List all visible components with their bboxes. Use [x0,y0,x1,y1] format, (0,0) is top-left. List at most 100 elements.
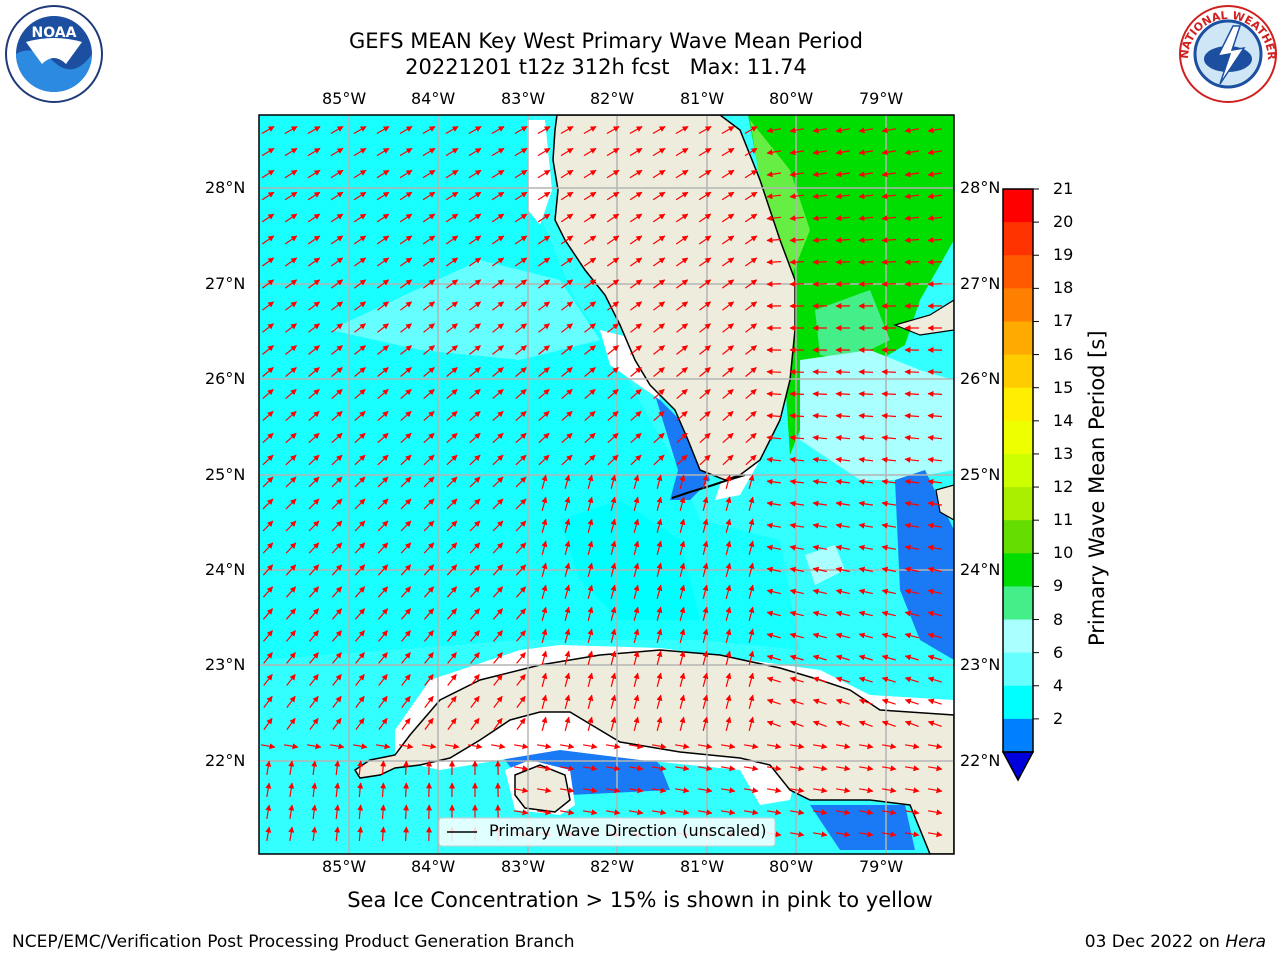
wave-arrow [493,652,503,664]
colorbar-tick-label: 18 [1053,278,1074,298]
wave-arrow [469,476,481,488]
wave-arrow [559,787,575,794]
wave-arrow [927,588,942,595]
wave-arrow [331,586,343,598]
wave-arrow [377,454,389,466]
colorbar-swatch [1003,685,1033,720]
wave-arrow [858,787,874,794]
wave-arrow [927,368,943,375]
wave-arrow [541,562,548,577]
wave-arrow [725,518,732,533]
wave-arrow [699,388,711,400]
wave-arrow [446,301,459,311]
wave-arrow [679,628,686,643]
wave-arrow [587,672,594,687]
wave-arrow [651,809,667,816]
wave-arrow [377,323,389,333]
wave-arrow [261,213,275,223]
wave-arrow [927,765,943,772]
wave-arrow [722,454,734,466]
wave-arrow [904,610,919,617]
wave-arrow [610,606,617,621]
wave-arrow [904,456,920,463]
colorbar-swatch [1003,354,1033,389]
wave-arrow [881,259,897,266]
wave-arrow [927,478,942,485]
wave-arrow [538,388,550,400]
wave-arrow [332,695,342,708]
wave-arrow [698,279,712,289]
wave-arrow [329,743,345,750]
wave-arrow [610,584,617,599]
wave-arrow [447,717,457,730]
wave-arrow [538,432,550,444]
wave-arrow [789,610,804,617]
wave-arrow [652,169,666,179]
wave-arrow [881,193,897,200]
colorbar-swatch [1003,619,1033,654]
wave-arrow [515,608,527,620]
wave-arrow [789,478,804,485]
wave-arrow [927,676,942,683]
wave-arrow [656,540,663,555]
wave-arrow [675,257,689,267]
wave-arrow [516,652,526,664]
wave-arrow [789,787,805,794]
wave-arrow [560,125,574,135]
colorbar-tick-label: 13 [1053,443,1074,463]
svg-text:NOAA: NOAA [32,25,77,41]
wave-arrow [745,454,757,466]
wave-arrow [468,147,482,157]
wave-arrow [261,279,275,289]
wave-arrow [424,674,434,686]
wave-arrow [676,345,688,355]
wave-arrow [331,367,343,377]
wave-arrow [288,782,295,797]
wave-arrow [679,584,686,599]
wave-arrow [676,367,688,377]
lon-label-bottom: 82°W [590,857,635,876]
wave-arrow [285,410,297,422]
wave-arrow [881,368,897,375]
wave-arrow [491,147,505,157]
wave-arrow [652,235,666,245]
wave-arrow [311,804,318,819]
wave-arrow [835,368,851,375]
wave-arrow [698,147,712,157]
wave-arrow [720,809,736,816]
wave-arrow [676,454,688,466]
wave-arrow [858,765,874,772]
wave-arrow [309,674,319,686]
wave-arrow [308,388,320,400]
wave-arrow [858,412,874,419]
wave-arrow [766,654,781,661]
wave-arrow [628,787,644,794]
wave-arrow [560,191,574,201]
wave-arrow [330,213,344,223]
wave-arrow [812,237,828,244]
wave-arrow [263,630,273,642]
lat-label-left: 23°N [205,655,246,674]
wave-arrow [353,213,367,223]
wave-arrow [422,213,436,223]
wave-arrow [445,125,459,135]
wave-arrow [331,323,343,333]
wave-arrow [285,476,297,488]
arrow-legend-label: Primary Wave Direction (unscaled) [489,821,767,840]
wave-arrow [587,562,594,577]
wave-arrow [630,367,642,377]
wave-arrow [332,674,342,686]
lat-label-left: 28°N [205,178,246,197]
wave-arrow [927,193,943,200]
wave-arrow [766,720,781,727]
wave-arrow [904,149,919,156]
wave-arrow [288,760,295,775]
wave-arrow [698,257,712,267]
wave-arrow [401,695,411,708]
wave-arrow [858,171,873,178]
wave-arrow [380,760,387,776]
wave-arrow [561,388,573,400]
wave-arrow [582,809,598,816]
wave-arrow [357,826,364,842]
wave-arrow [789,149,804,156]
